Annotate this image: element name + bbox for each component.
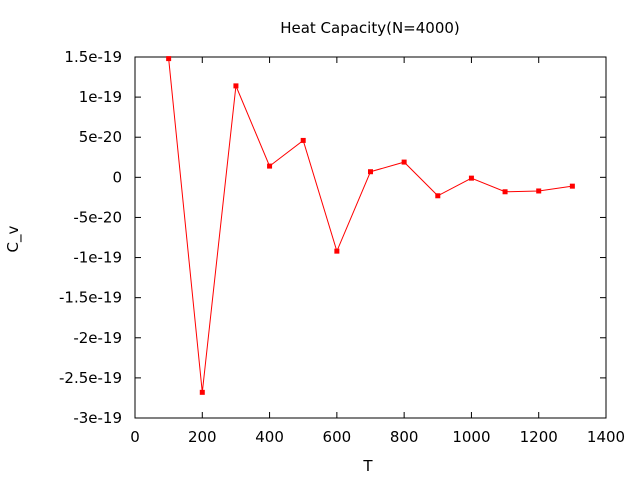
y-tick-label: 0 bbox=[112, 168, 122, 186]
y-tick-label: 5e-20 bbox=[79, 128, 122, 146]
x-tick-label: 1200 bbox=[520, 428, 558, 446]
data-point bbox=[233, 83, 239, 89]
data-point bbox=[300, 137, 306, 143]
plot-frame bbox=[134, 56, 607, 419]
y-tick-label: -2.5e-19 bbox=[59, 369, 122, 387]
x-axis-label: T bbox=[362, 457, 373, 475]
y-tick-label: 1.5e-19 bbox=[64, 48, 122, 66]
data-point bbox=[536, 188, 542, 194]
y-tick-label: 1e-19 bbox=[79, 88, 122, 106]
data-point bbox=[334, 248, 340, 254]
data-point bbox=[401, 159, 407, 165]
x-tick-label: 1400 bbox=[587, 428, 625, 446]
x-tick-label: 600 bbox=[323, 428, 352, 446]
data-point bbox=[368, 169, 373, 175]
x-tick-label: 200 bbox=[188, 428, 217, 446]
x-tick-label: 400 bbox=[255, 428, 284, 446]
data-point bbox=[199, 389, 205, 395]
x-axis: 0 200 400 600 800 1000 1200 1400 bbox=[130, 57, 625, 446]
chart-title: Heat Capacity(N=4000) bbox=[280, 19, 460, 37]
y-axis: 1.5e-19 1e-19 5e-20 0 -5e-20 -1e-19 -1.5e-19 -2… bbox=[59, 48, 606, 427]
y-axis-label: C_v bbox=[4, 225, 23, 252]
data-point bbox=[569, 183, 575, 189]
x-tick-label: 800 bbox=[390, 428, 419, 446]
y-tick-label: -1e-19 bbox=[73, 249, 122, 267]
data-point bbox=[502, 189, 508, 195]
x-tick-label: 1000 bbox=[452, 428, 490, 446]
data-point bbox=[468, 175, 474, 181]
y-tick-label: -1.5e-19 bbox=[59, 289, 122, 307]
data-point bbox=[267, 163, 273, 169]
series-layer bbox=[166, 56, 575, 395]
x-tick-label: 0 bbox=[130, 428, 140, 446]
data-point bbox=[435, 193, 441, 199]
data-point bbox=[166, 56, 172, 62]
y-tick-label: -2e-19 bbox=[73, 329, 122, 347]
y-tick-label: -5e-20 bbox=[73, 208, 122, 226]
y-tick-label: -3e-19 bbox=[73, 409, 122, 427]
